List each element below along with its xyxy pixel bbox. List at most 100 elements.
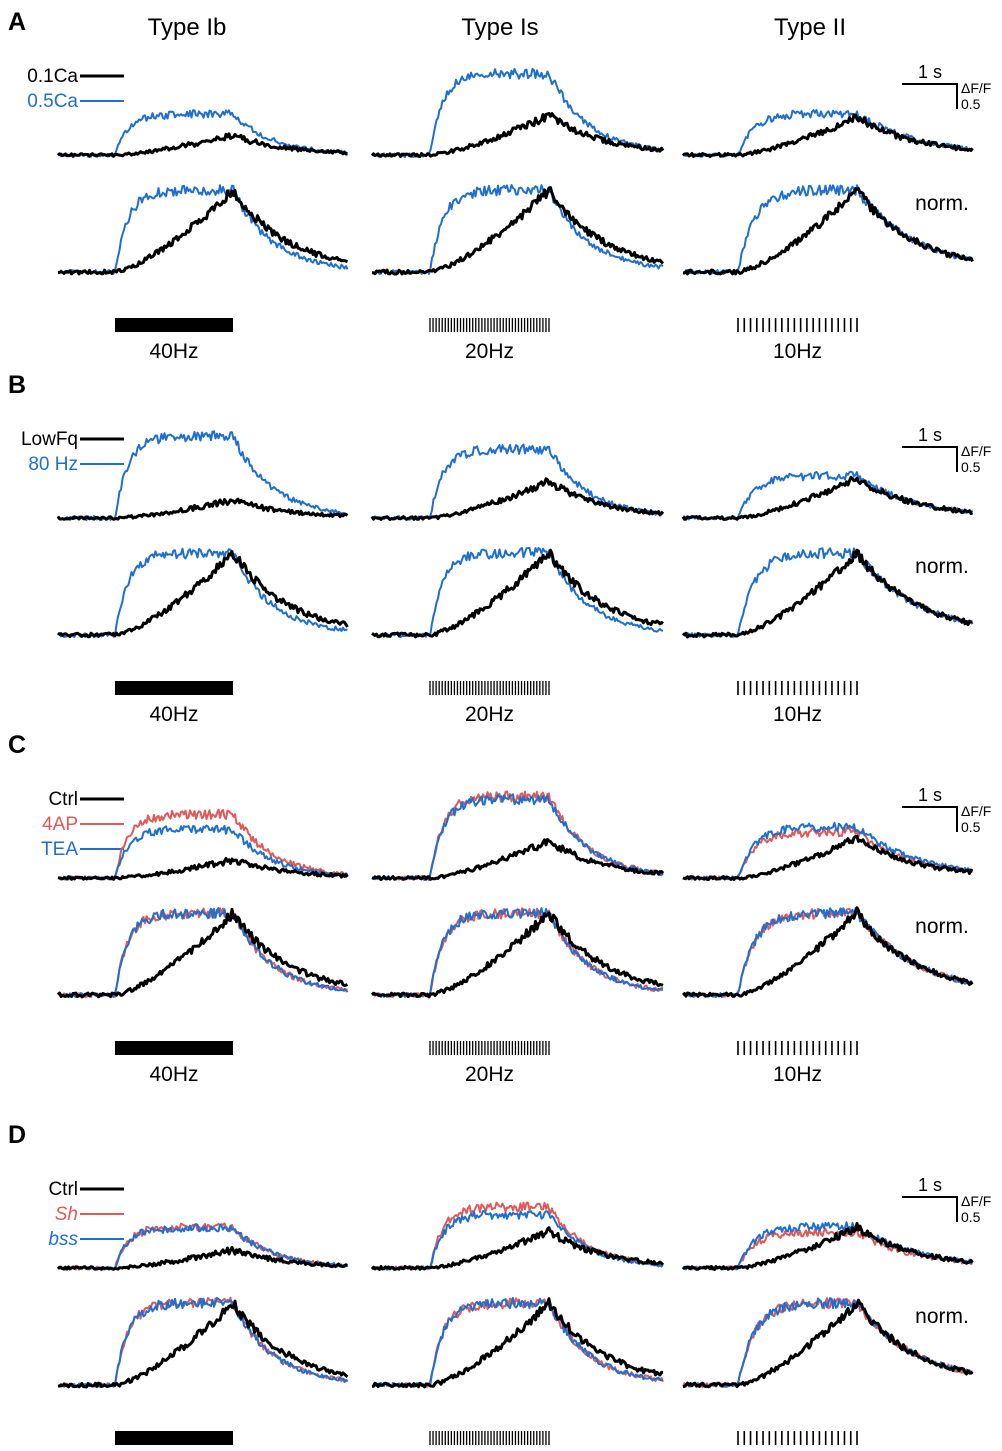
stimulus-label: 10Hz xyxy=(773,1063,822,1086)
raw-trace-black xyxy=(56,1246,348,1271)
column-2-traces xyxy=(370,1201,664,1389)
scale-time-label: 1 s xyxy=(918,425,942,445)
legend-label: 4AP xyxy=(42,814,78,835)
stimulus-label: 20Hz xyxy=(465,340,514,363)
column-1-traces xyxy=(56,109,349,276)
scale-bar: 1 s ΔF/F0.5 xyxy=(902,62,991,112)
stimulus-3: 10Hz xyxy=(737,1041,858,1086)
column-title-type-is: Type Is xyxy=(461,14,538,41)
norm-trace-black xyxy=(56,907,349,999)
scale-bar-lines xyxy=(902,83,958,109)
norm-trace-red xyxy=(57,907,348,998)
norm-trace-black xyxy=(371,1297,664,1389)
norm-trace-black xyxy=(371,548,664,639)
norm-label: norm. xyxy=(915,915,969,938)
column-1-traces xyxy=(56,430,349,639)
stimulus-2: 20Hz xyxy=(429,681,550,726)
norm-trace-black xyxy=(681,906,974,998)
raw-trace-black xyxy=(56,497,349,521)
stimulus-bar xyxy=(115,1041,233,1055)
scale-bar: 1 s ΔF/F0.5 xyxy=(902,785,991,835)
column-3-traces xyxy=(681,821,974,998)
norm-trace-blue xyxy=(371,184,664,275)
norm-trace-black xyxy=(57,188,349,276)
column-titles: Type Ib Type Is Type II xyxy=(148,14,846,41)
stimulus-label: 10Hz xyxy=(773,703,822,726)
stimulus-bar xyxy=(115,318,233,332)
raw-trace-black xyxy=(682,834,974,881)
stimulus-2: 20Hz xyxy=(429,318,550,363)
raw-trace-blue xyxy=(682,1221,974,1271)
stimulus-label: 40Hz xyxy=(149,1063,198,1086)
norm-trace-blue xyxy=(57,184,349,275)
legend: LowFq 80 Hz xyxy=(21,429,124,475)
legend-label: Sh xyxy=(55,1204,78,1225)
stimulus-3: 10Hz xyxy=(737,318,858,363)
stimulus-2: 20Hz xyxy=(429,1041,550,1086)
scale-time-label: 1 s xyxy=(918,785,942,805)
norm-trace-blue xyxy=(57,547,348,638)
norm-trace-blue xyxy=(371,1297,664,1388)
panel-a: A 0.1Ca 0.5Ca 1 s ΔF/F0.5 norm. 40Hz 20Hz 10Hz xyxy=(8,8,991,363)
legend-label: TEA xyxy=(41,839,78,860)
column-1-traces xyxy=(56,1222,349,1389)
legend-label: 80 Hz xyxy=(28,454,78,475)
stimulus-1: 40Hz xyxy=(115,681,233,726)
stimulus-1: 40Hz xyxy=(115,1041,233,1086)
scale-amp-label: ΔF/F xyxy=(961,803,991,819)
scale-amp-value: 0.5 xyxy=(961,96,981,112)
stimulus-label: 40Hz xyxy=(149,340,198,363)
column-3-traces xyxy=(681,109,974,276)
norm-trace-black xyxy=(370,911,664,999)
raw-trace-black xyxy=(370,477,665,521)
norm-trace-black xyxy=(681,548,973,639)
column-3-traces xyxy=(681,1221,974,1389)
raw-trace-blue xyxy=(57,824,349,881)
column-2-traces xyxy=(370,67,665,276)
scale-bar-lines xyxy=(902,446,958,472)
legend: 0.1Ca 0.5Ca xyxy=(27,66,124,112)
stimulus-bar xyxy=(115,681,233,695)
raw-trace-blue xyxy=(371,1209,664,1271)
scale-time-label: 1 s xyxy=(918,1175,942,1195)
legend-label: bss xyxy=(48,1229,78,1250)
panel-c: C Ctrl 4AP TEA 1 s ΔF/F0.5 norm. 40Hz 20Hz 10Hz xyxy=(8,731,991,1086)
column-title-type-ii: Type II xyxy=(774,14,846,41)
scale-bar: 1 s ΔF/F0.5 xyxy=(902,1175,991,1225)
stimulus-1: 40Hz xyxy=(115,318,233,363)
stimulus-label: 20Hz xyxy=(465,1063,514,1086)
column-2-traces xyxy=(370,790,665,999)
legend-label: Ctrl xyxy=(48,789,78,810)
stimulus-label: 10Hz xyxy=(773,340,822,363)
norm-trace-black xyxy=(682,1298,974,1389)
scale-bar-lines xyxy=(902,1196,958,1222)
stimulus-3: 10Hz xyxy=(737,681,858,726)
scale-amp-value: 0.5 xyxy=(961,459,981,475)
panel-letter: B xyxy=(8,371,26,399)
column-2-traces xyxy=(370,443,665,639)
norm-trace-black xyxy=(372,186,665,276)
stimulus-label: 20Hz xyxy=(465,703,514,726)
stimulus-3: 10Hz xyxy=(737,1431,858,1445)
legend-label: 0.1Ca xyxy=(27,66,78,87)
legend-label: Ctrl xyxy=(48,1179,78,1200)
scale-amp-label: ΔF/F xyxy=(961,443,991,459)
norm-trace-blue xyxy=(58,1296,348,1388)
panel-d: D Ctrl Sh bss 1 s ΔF/F0.5 norm. 40Hz 20Hz 10Hz xyxy=(8,1121,991,1445)
stimulus-1: 40Hz xyxy=(115,1431,233,1445)
scale-amp-value: 0.5 xyxy=(961,819,981,835)
legend: Ctrl Sh bss xyxy=(48,1179,124,1250)
legend-label: LowFq xyxy=(21,429,78,450)
norm-trace-blue xyxy=(57,907,349,998)
column-3-traces xyxy=(681,470,974,639)
norm-trace-black xyxy=(57,1299,349,1389)
panel-letter: A xyxy=(8,8,26,36)
panel-b: B LowFq 80 Hz 1 s ΔF/F0.5 norm. 40Hz 20Hz 10Hz xyxy=(8,371,991,726)
raw-trace-blue xyxy=(682,109,973,158)
norm-trace-red xyxy=(371,907,664,998)
panel-letter: D xyxy=(8,1121,26,1149)
scale-amp-value: 0.5 xyxy=(961,1209,981,1225)
raw-trace-black xyxy=(681,1221,974,1271)
